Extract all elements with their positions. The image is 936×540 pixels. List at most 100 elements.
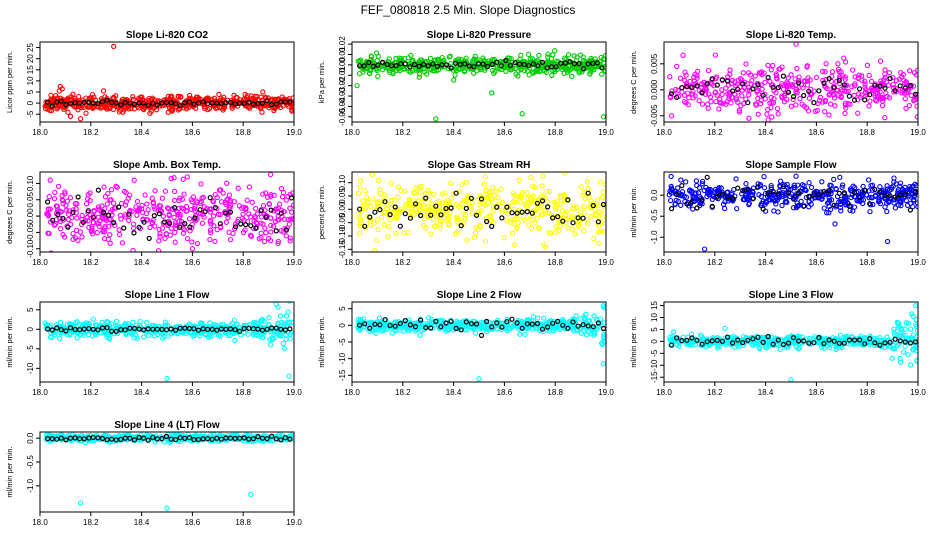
data-point (266, 201, 272, 207)
mean-point (585, 323, 591, 329)
mean-point (580, 215, 586, 221)
mean-point (166, 220, 173, 226)
data-point (270, 223, 277, 229)
mean-point (867, 336, 873, 342)
mean-point (255, 100, 261, 107)
mean-point (887, 193, 893, 199)
data-point (585, 185, 591, 191)
data-point (668, 173, 674, 180)
data-point (229, 105, 235, 111)
mean-point (121, 225, 127, 231)
x-tick-label: 18.0 (32, 388, 48, 397)
data-point (211, 95, 218, 101)
data-point (116, 109, 122, 115)
data-point (842, 100, 849, 106)
x-tick-label: 18.0 (344, 388, 360, 397)
mean-point (735, 86, 741, 93)
x-tick-label: 18.2 (395, 128, 411, 137)
data-point (210, 103, 216, 109)
data-point (212, 238, 218, 245)
mean-point (172, 205, 178, 211)
data-point (505, 61, 511, 68)
y-tick-label: 5 (26, 307, 35, 312)
data-point (696, 97, 702, 104)
data-point (249, 199, 255, 205)
data-point (278, 185, 285, 192)
data-point (356, 230, 363, 237)
data-point (674, 63, 680, 70)
mean-point (478, 332, 485, 338)
data-point (883, 90, 889, 96)
mean-point (846, 337, 853, 343)
mean-point (811, 99, 817, 106)
data-point (867, 98, 873, 104)
mean-point (856, 337, 863, 343)
y-axis-label: degrees C per min. (5, 180, 14, 244)
data-point (437, 200, 443, 207)
data-point (770, 62, 776, 69)
data-point (849, 83, 855, 90)
mean-point (699, 197, 705, 203)
data-point (137, 318, 143, 325)
mean-point (560, 218, 566, 224)
data-point (260, 191, 266, 197)
data-point (266, 315, 272, 321)
data-point (94, 229, 100, 236)
mean-point (421, 61, 427, 68)
data-point (288, 216, 294, 222)
data-point (61, 106, 67, 112)
panel-title: Slope Sample Flow (745, 160, 836, 171)
data-point (598, 219, 604, 225)
mean-point (498, 63, 504, 69)
data-point (560, 60, 566, 66)
data-point (797, 96, 803, 102)
mean-point (755, 184, 761, 190)
y-axis-label: percent per min. (317, 185, 326, 239)
mean-point (159, 326, 165, 332)
mean-point (590, 324, 596, 330)
mean-point (699, 341, 705, 347)
mean-point (195, 327, 202, 333)
x-tick-label: 18.4 (446, 388, 462, 397)
mean-point (287, 99, 293, 105)
mean-point (377, 207, 383, 213)
mean-point (550, 215, 556, 221)
data-point (199, 195, 205, 201)
data-point (903, 105, 909, 111)
mean-point (907, 340, 914, 346)
data-point (180, 230, 187, 236)
data-point (852, 81, 858, 87)
mean-point (438, 212, 444, 218)
data-point (189, 239, 195, 245)
data-point (57, 226, 64, 232)
mean-point (177, 102, 183, 109)
data-point (677, 75, 684, 81)
x-tick-label: 18.6 (185, 128, 201, 137)
data-point (776, 66, 782, 72)
mean-point (892, 88, 898, 94)
mean-point (111, 220, 117, 226)
outlier-point (111, 43, 117, 50)
data-point (91, 208, 97, 214)
mean-point (816, 192, 822, 198)
data-point (108, 321, 115, 327)
x-tick-label: 18.2 (83, 258, 99, 267)
mean-point (555, 214, 561, 220)
mean-point (668, 342, 675, 348)
outlier-point (433, 116, 439, 122)
data-point (778, 190, 784, 196)
data-point (191, 205, 197, 212)
y-tick-label: 0.05 (338, 188, 347, 204)
mean-point (684, 84, 690, 90)
data-point (199, 220, 206, 226)
data-point (585, 58, 592, 64)
data-point (368, 203, 374, 210)
data-point (882, 67, 888, 73)
data-point (95, 204, 102, 210)
mean-point (576, 60, 582, 67)
data-point (868, 78, 875, 85)
data-point (688, 188, 695, 194)
x-tick-label: 18.0 (656, 128, 672, 137)
outlier-point (539, 173, 546, 179)
